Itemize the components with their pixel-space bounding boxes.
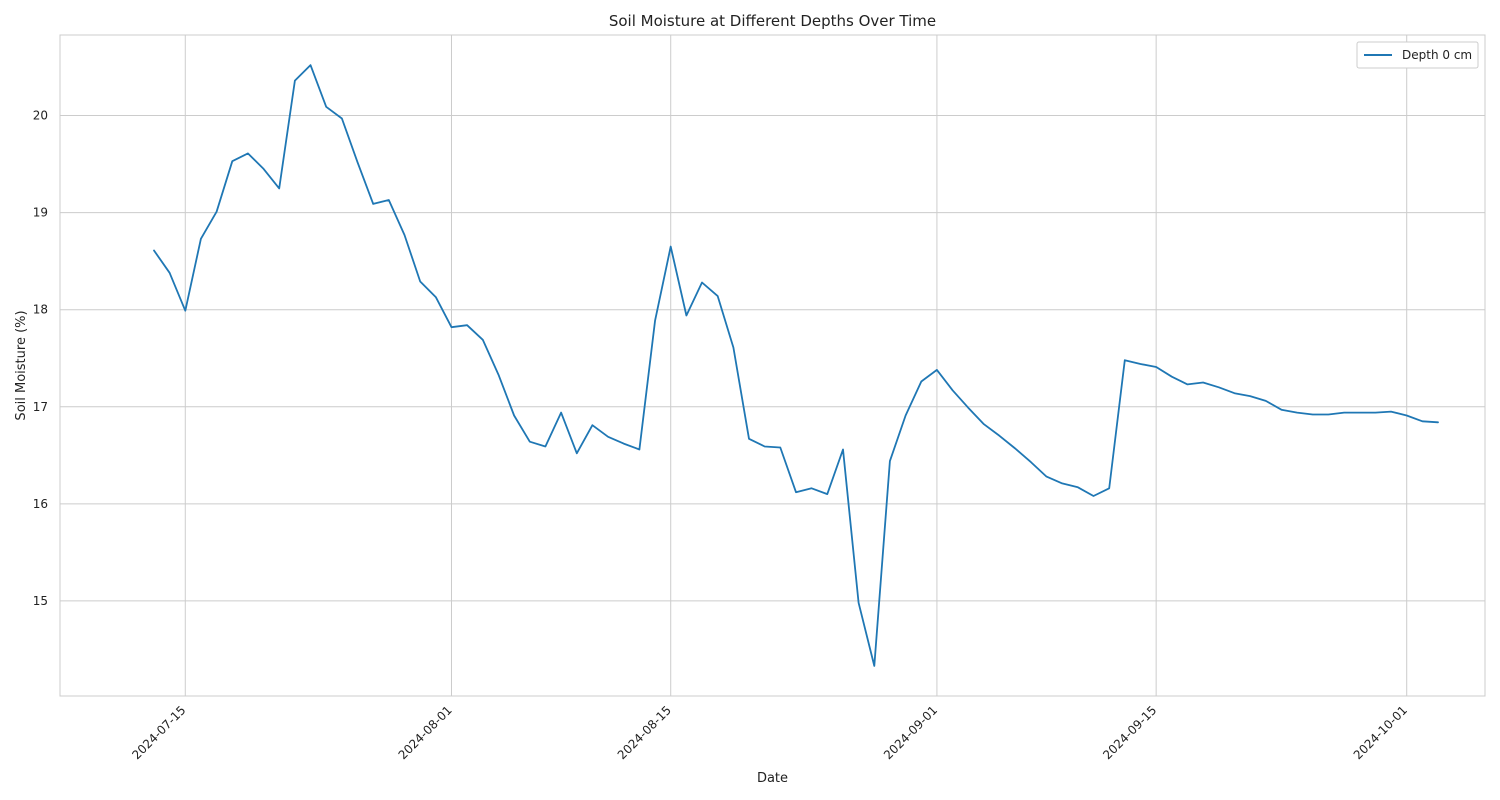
plot-area bbox=[60, 35, 1485, 696]
legend-label: Depth 0 cm bbox=[1402, 48, 1472, 62]
y-tick-label: 18 bbox=[33, 303, 48, 317]
y-tick-label: 16 bbox=[33, 497, 48, 511]
series-group bbox=[153, 64, 1439, 667]
legend: Depth 0 cm bbox=[1356, 41, 1479, 69]
series-line bbox=[153, 64, 1439, 667]
x-axis-label: Date bbox=[757, 771, 788, 786]
grid bbox=[60, 35, 1485, 696]
plot-frame bbox=[59, 34, 1486, 697]
chart-title: Soil Moisture at Different Depths Over T… bbox=[609, 12, 936, 30]
y-axis-label: Soil Moisture (%) bbox=[14, 310, 29, 420]
y-tick-label: 17 bbox=[33, 400, 48, 414]
legend-box bbox=[1356, 41, 1479, 69]
y-tick-label: 20 bbox=[33, 109, 48, 123]
y-axis: 15 16 17 18 19 20 bbox=[33, 109, 48, 608]
y-tick-label: 15 bbox=[33, 594, 48, 608]
y-tick-label: 19 bbox=[33, 206, 48, 220]
